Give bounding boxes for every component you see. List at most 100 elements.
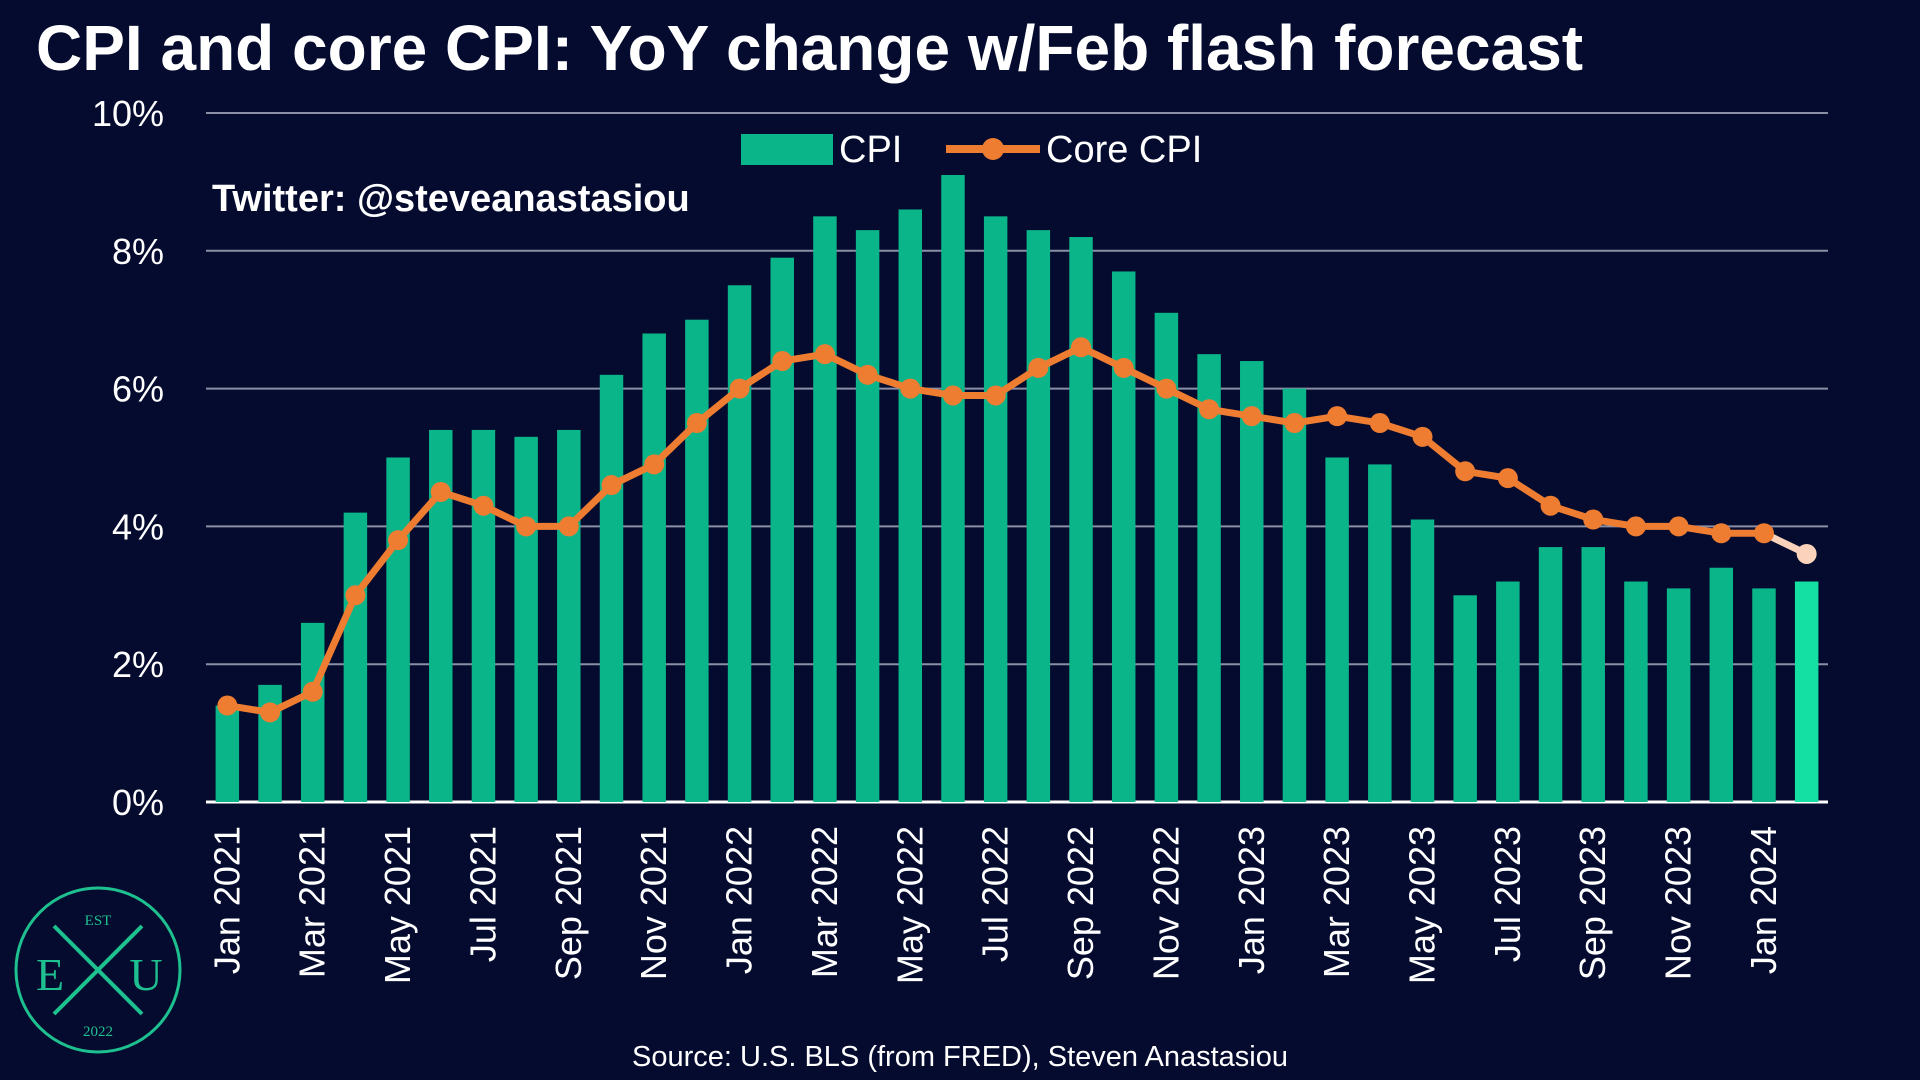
cpi-bar [770,257,794,802]
logo-ring [14,886,182,1054]
x-tick-label: Nov 2021 [633,826,674,980]
cpi-bar [1709,567,1734,802]
cpi-bar [685,319,709,802]
cpi-bar [1538,547,1563,802]
cpi-bar [1325,457,1349,802]
cpi-bar [215,705,240,802]
x-axis-ticks: Jan 2021 Mar 2021 May 2021 Jul 2021 Sep 2021… [206,826,1784,984]
cpi-bar [1410,519,1435,802]
x-tick-label: Mar 2021 [292,826,333,978]
y-axis-ticks: 0% 2% 4% 6% 8% 10% [92,93,164,823]
cpi-bar [855,230,880,802]
core-cpi-point [1625,516,1646,537]
core-cpi-point [388,530,409,551]
x-tick-label: Jan 2023 [1231,826,1272,974]
core-cpi-point [260,702,281,723]
core-cpi-point [814,344,835,365]
core-cpi-point [1156,378,1177,399]
core-cpi-point [1071,337,1092,358]
x-tick-label: Jul 2022 [975,826,1016,962]
y-tick-label: 6% [112,369,164,410]
cpi-bar [343,512,368,802]
x-tick-label: Mar 2022 [804,826,845,978]
cpi-bar [898,209,923,802]
x-tick-label: Jul 2021 [462,826,503,962]
cpi-bar [1240,361,1264,802]
core-cpi-point [942,385,963,406]
x-tick-label: May 2021 [377,826,418,984]
cpi-bar [1282,388,1307,802]
core-cpi-point [1796,543,1817,564]
x-tick-label: Sep 2022 [1060,826,1101,980]
cpi-bar [386,457,410,802]
logo-year: 2022 [83,1024,113,1040]
x-tick-label: Jan 2024 [1743,826,1784,974]
core-cpi-point [1497,468,1518,489]
core-cpi-point [345,585,366,606]
x-tick-label: Sep 2021 [548,826,589,980]
legend-core-cpi-label: Core CPI [1046,129,1202,171]
source-note: Source: U.S. BLS (from FRED), Steven Ana… [632,1041,1288,1073]
x-tick-label: Mar 2023 [1316,826,1357,978]
x-tick-label: Jan 2022 [719,826,760,974]
core-cpi-point [217,695,238,716]
x-tick-label: Sep 2023 [1572,826,1613,980]
legend-cpi-swatch [741,134,833,165]
core-cpi-point [644,454,665,475]
y-tick-label: 0% [112,782,164,823]
core-cpi-point [302,681,323,702]
legend-cpi-label: CPI [839,129,902,171]
core-cpi-point [1753,523,1774,544]
core-cpi-point [900,378,921,399]
core-cpi-point [1540,495,1561,516]
core-cpi-point [1711,523,1732,544]
cpi-bar [471,429,496,802]
core-cpi-point [1199,399,1220,420]
core-cpi-point [729,378,750,399]
chart-title: CPI and core CPI: YoY change w/Feb flash… [36,12,1583,84]
core-cpi-point [1028,357,1049,378]
x-tick-label: Nov 2022 [1145,826,1186,980]
x-tick-label: Jan 2021 [206,826,247,974]
x-tick-label: Nov 2023 [1658,826,1699,980]
cpi-bars [215,175,1819,803]
logo-letter-u: U [129,949,162,1000]
cpi-bar [1026,230,1051,802]
cpi-bar [1154,312,1179,802]
cpi-bar [1111,271,1136,803]
core-cpi-point [1284,413,1305,434]
core-cpi-point [1327,406,1348,427]
cpi-bar [1453,595,1477,802]
cpi-bar [1581,547,1605,802]
core-cpi-point [601,475,622,496]
legend: CPI Core CPI [741,129,1202,171]
exu-logo: EST E X U 2022 [14,886,182,1054]
core-cpi-point [1412,426,1433,447]
core-cpi-point [1668,516,1689,537]
y-tick-label: 10% [92,93,164,134]
cpi-bar [1069,237,1093,802]
core-cpi-line [217,337,1817,723]
core-cpi-point [430,481,451,502]
cpi-bar [1197,354,1221,802]
core-cpi-point [772,351,793,372]
core-cpi-point [1583,509,1604,530]
core-cpi-point [985,385,1006,406]
core-cpi-point [516,516,537,537]
cpi-bar [1624,581,1648,802]
logo-est: EST [85,913,112,929]
x-tick-label: May 2022 [889,826,930,984]
x-tick-label: Jul 2023 [1487,826,1528,962]
legend-core-cpi-marker [982,138,1004,160]
cpi-bar [642,333,666,802]
core-cpi-point [1241,406,1262,427]
cpi-bar [1368,464,1392,802]
logo-cross-b [52,924,144,1016]
y-tick-label: 8% [112,231,164,272]
cpi-bar [813,216,837,803]
core-cpi-point [1369,413,1390,434]
cpi-bar [557,429,581,802]
cpi-bar [429,429,453,802]
core-cpi-point [558,516,579,537]
core-cpi-point [857,364,878,385]
